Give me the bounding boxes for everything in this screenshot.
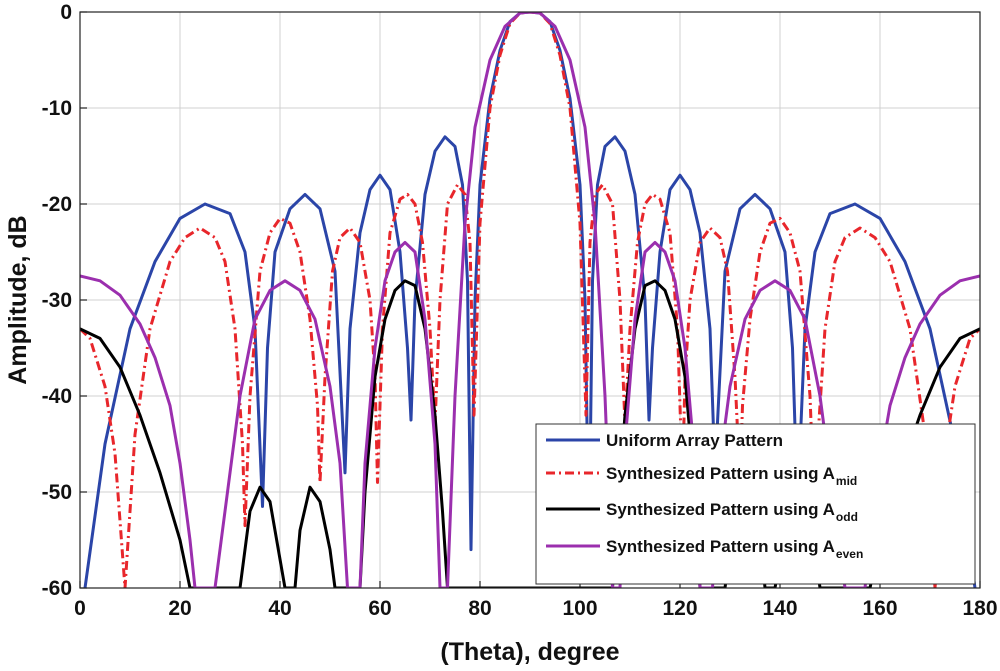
legend-label-main: Synthesized Pattern using A	[606, 500, 835, 519]
legend-label-1: Synthesized Pattern using Amid	[606, 464, 857, 488]
x-tick-label: 160	[862, 597, 897, 620]
x-tick-label: 0	[74, 597, 86, 620]
y-tick-label: -50	[42, 481, 72, 504]
legend-label-0: Uniform Array Pattern	[606, 431, 783, 450]
y-tick-label: -40	[42, 385, 72, 408]
y-tick-labels: 0 -10 -20 -30 -40 -50 -60	[42, 1, 72, 600]
legend: Uniform Array Pattern Synthesized Pattern…	[535, 423, 976, 585]
legend-label-subscript: mid	[836, 474, 857, 488]
plot-frame	[79, 11, 981, 589]
legend-label-2: Synthesized Pattern using Aodd	[606, 500, 858, 524]
x-tick-label: 40	[268, 597, 291, 620]
y-axis-label: Amplitude, dB	[4, 215, 32, 384]
x-tick-label: 80	[468, 597, 491, 620]
y-tick-label: -10	[42, 97, 72, 120]
legend-label-main: Uniform Array Pattern	[606, 431, 783, 450]
series-line-0	[83, 12, 977, 588]
x-tick-label: 100	[562, 597, 597, 620]
y-tick-label: -30	[42, 289, 72, 312]
legend-label-subscript: odd	[836, 510, 858, 524]
x-tick-label: 60	[368, 597, 391, 620]
legend-label-main: Synthesized Pattern using A	[606, 537, 835, 556]
x-tick-label: 140	[762, 597, 797, 620]
x-axis-label: (Theta), degree	[440, 638, 619, 666]
legend-box	[535, 423, 976, 585]
y-tick-label: 0	[60, 1, 72, 24]
y-tick-label: -60	[42, 577, 72, 600]
legend-label-main: Synthesized Pattern using A	[606, 464, 835, 483]
x-tick-label: 180	[962, 597, 997, 620]
series-line-3	[80, 12, 980, 588]
x-tick-label: 120	[662, 597, 697, 620]
y-tick-label: -20	[42, 193, 72, 216]
legend-label-subscript: even	[836, 547, 863, 561]
x-tick-labels: 0 20 40 60 80 100 120 140 160 180	[74, 597, 997, 620]
legend-label-3: Synthesized Pattern using Aeven	[606, 537, 863, 561]
x-tick-label: 20	[168, 597, 191, 620]
